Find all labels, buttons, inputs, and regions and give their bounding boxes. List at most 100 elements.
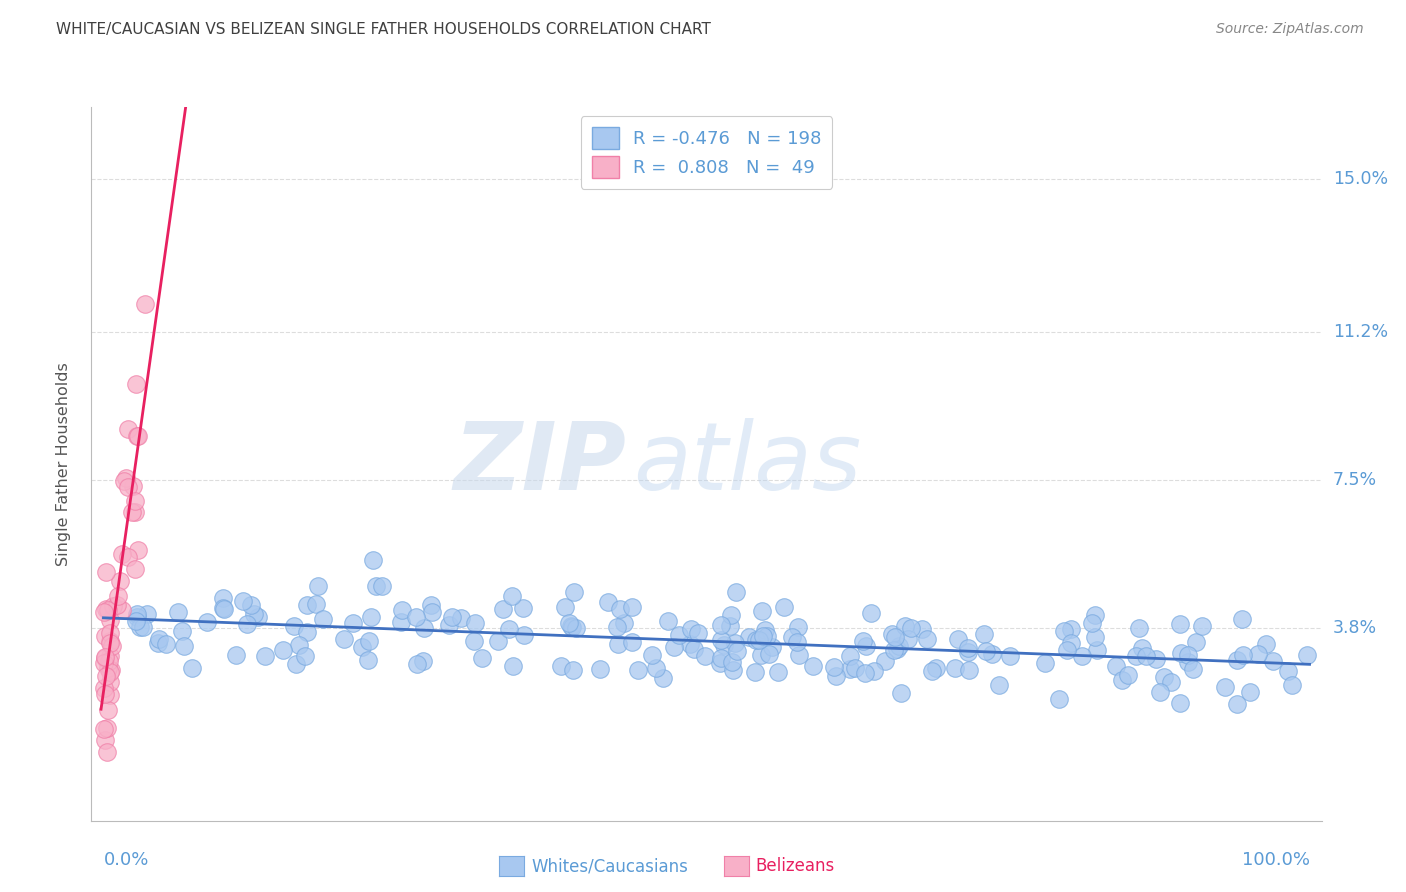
Point bbox=[406, 657, 429, 671]
Point bbox=[1181, 662, 1204, 676]
Point bbox=[1000, 649, 1022, 664]
Point bbox=[1177, 656, 1199, 670]
Point bbox=[132, 620, 155, 634]
Point bbox=[350, 640, 373, 654]
Point bbox=[471, 651, 494, 665]
Point bbox=[786, 634, 808, 648]
Point bbox=[100, 634, 122, 648]
Point bbox=[946, 632, 969, 646]
Point bbox=[565, 621, 588, 635]
Point bbox=[1105, 658, 1128, 673]
Point bbox=[744, 665, 766, 679]
Point bbox=[100, 675, 122, 690]
Text: WHITE/CAUCASIAN VS BELIZEAN SINGLE FATHER HOUSEHOLDS CORRELATION CHART: WHITE/CAUCASIAN VS BELIZEAN SINGLE FATHE… bbox=[56, 22, 711, 37]
Point bbox=[1135, 648, 1157, 663]
Point bbox=[751, 628, 773, 642]
Point bbox=[232, 594, 254, 608]
Point bbox=[166, 606, 188, 620]
Point bbox=[943, 661, 966, 675]
Point bbox=[97, 603, 120, 617]
Point bbox=[957, 663, 980, 677]
Point bbox=[710, 617, 733, 632]
Point bbox=[652, 671, 675, 685]
Point bbox=[107, 589, 129, 603]
Point bbox=[613, 616, 636, 631]
Point bbox=[101, 640, 124, 654]
Point bbox=[957, 645, 980, 659]
Point bbox=[855, 639, 877, 653]
Point bbox=[97, 703, 120, 717]
Point bbox=[100, 663, 122, 677]
Point bbox=[1230, 612, 1253, 626]
Point bbox=[1168, 616, 1191, 631]
Point bbox=[561, 620, 583, 634]
Point bbox=[883, 630, 905, 644]
Point bbox=[890, 686, 912, 700]
Point bbox=[124, 562, 146, 576]
Point bbox=[357, 633, 380, 648]
Y-axis label: Single Father Households: Single Father Households bbox=[56, 362, 70, 566]
Point bbox=[558, 615, 581, 630]
Point bbox=[105, 598, 128, 612]
Point bbox=[1281, 678, 1303, 692]
Point bbox=[127, 543, 149, 558]
Point bbox=[1226, 697, 1249, 711]
Point bbox=[823, 660, 845, 674]
Point bbox=[606, 637, 628, 651]
Point bbox=[312, 612, 335, 626]
Point bbox=[243, 607, 266, 621]
Point bbox=[724, 636, 747, 650]
Point bbox=[606, 620, 628, 634]
Point bbox=[662, 640, 685, 654]
Point bbox=[307, 579, 329, 593]
Point bbox=[882, 643, 904, 657]
Point bbox=[988, 678, 1011, 692]
Point bbox=[134, 296, 156, 310]
Point bbox=[640, 648, 662, 662]
Point bbox=[787, 648, 810, 663]
Point bbox=[1125, 649, 1147, 664]
Point bbox=[127, 429, 149, 443]
Point bbox=[254, 649, 277, 664]
Point bbox=[1060, 622, 1083, 636]
Point bbox=[921, 664, 943, 678]
Point bbox=[94, 650, 117, 665]
Point bbox=[720, 608, 742, 623]
Point bbox=[1047, 692, 1070, 706]
Point bbox=[110, 574, 132, 588]
Point bbox=[911, 622, 934, 636]
Point bbox=[117, 550, 139, 565]
Point bbox=[893, 619, 915, 633]
Point bbox=[117, 480, 139, 494]
Point bbox=[502, 659, 524, 673]
Point bbox=[1247, 647, 1270, 661]
Point bbox=[391, 603, 413, 617]
Point bbox=[880, 627, 903, 641]
Point bbox=[283, 619, 305, 633]
Point bbox=[294, 648, 316, 663]
Point bbox=[364, 579, 387, 593]
Point bbox=[94, 732, 117, 747]
Point bbox=[486, 633, 509, 648]
Point bbox=[761, 640, 783, 655]
Point bbox=[94, 650, 117, 665]
Point bbox=[288, 638, 311, 652]
Point bbox=[709, 656, 731, 670]
Point bbox=[1277, 664, 1299, 678]
Point bbox=[897, 632, 920, 646]
Point bbox=[786, 620, 808, 634]
Point bbox=[1160, 674, 1182, 689]
Point bbox=[111, 547, 134, 561]
Point bbox=[225, 648, 247, 662]
Point bbox=[917, 632, 939, 646]
Point bbox=[405, 609, 427, 624]
Point bbox=[1226, 653, 1249, 667]
Point bbox=[93, 722, 115, 736]
Point bbox=[749, 648, 772, 663]
Point bbox=[627, 663, 650, 677]
Point bbox=[1035, 656, 1057, 670]
Point bbox=[645, 661, 668, 675]
Point bbox=[361, 553, 384, 567]
Point bbox=[97, 654, 120, 668]
Point bbox=[295, 625, 318, 640]
